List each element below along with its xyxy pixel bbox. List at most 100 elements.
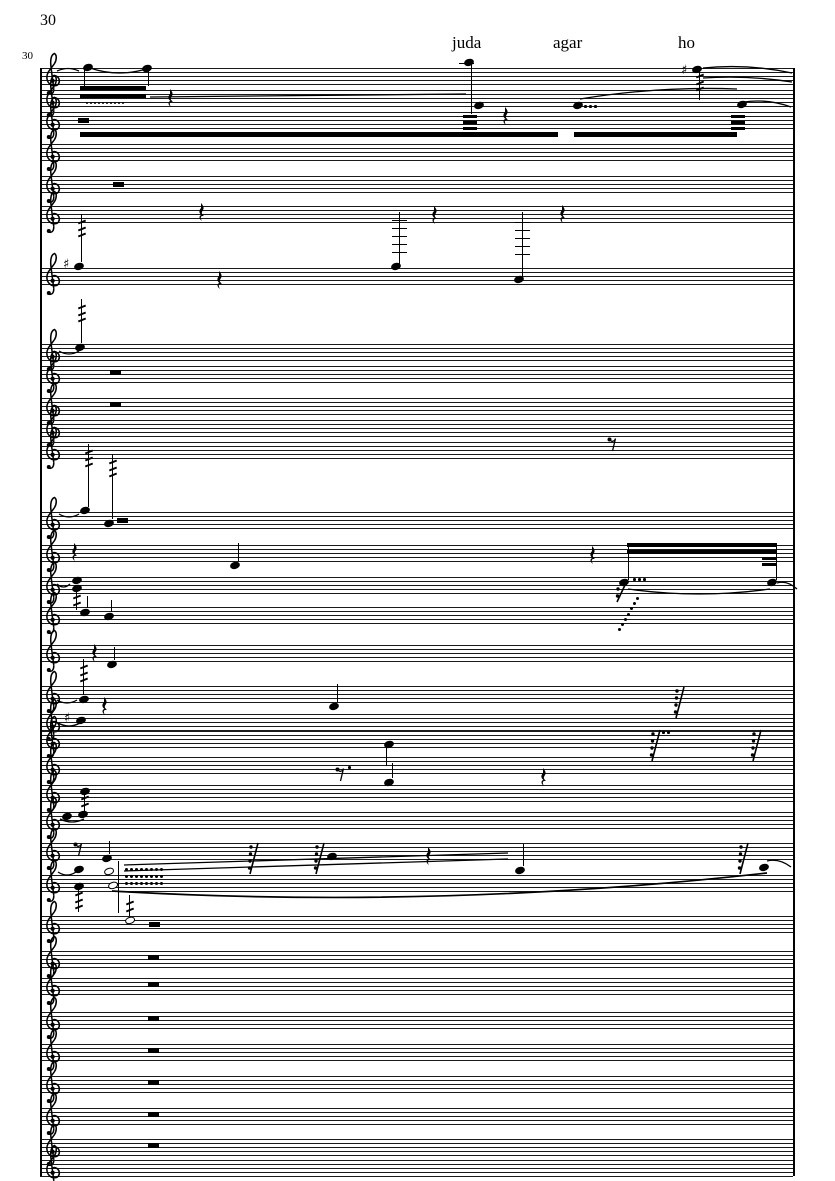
ledger-lines xyxy=(515,246,530,248)
staff-line xyxy=(40,1147,793,1148)
eighth-rest-icon xyxy=(335,767,345,782)
whole-rest-icon xyxy=(110,370,121,375)
staff-line xyxy=(40,986,793,987)
tremolo-rest-icon xyxy=(673,686,685,719)
staff-line xyxy=(40,747,793,748)
staff-line xyxy=(40,512,793,513)
ledger-lines xyxy=(392,220,407,222)
beam-stubs xyxy=(731,127,745,130)
staff-line xyxy=(40,1084,793,1085)
note-head xyxy=(390,261,402,272)
staff-line xyxy=(40,851,793,852)
augmentation-dots xyxy=(98,102,100,104)
beam-stubs xyxy=(463,115,477,118)
staff-line xyxy=(40,72,793,73)
staff-line xyxy=(40,593,793,594)
staff-line xyxy=(40,649,793,650)
note-stem xyxy=(776,545,778,580)
treble-clef-icon xyxy=(46,859,61,903)
treble-clef-icon xyxy=(46,252,61,296)
augmentation-dots xyxy=(667,731,670,734)
staff-line xyxy=(40,982,793,983)
beam-stubs xyxy=(463,121,477,124)
staff-line xyxy=(40,955,793,956)
staff-line xyxy=(40,1092,793,1093)
staff-line xyxy=(40,432,793,433)
quarter-rest-icon xyxy=(102,697,107,715)
staff-line xyxy=(40,718,793,719)
augmentation-dots xyxy=(90,102,92,104)
note-stem xyxy=(81,214,83,262)
augmentation-dots xyxy=(86,102,88,104)
staff-line xyxy=(40,879,793,880)
augmentation-dots xyxy=(140,868,143,871)
staff-line xyxy=(40,581,793,582)
tie-slur xyxy=(111,872,768,899)
augmentation-dots xyxy=(150,868,153,871)
note-stem xyxy=(386,743,388,766)
staff-line xyxy=(40,356,793,357)
note-stem xyxy=(84,68,86,86)
staff-line xyxy=(40,344,793,345)
staff-line xyxy=(40,967,793,968)
augmentation-dots xyxy=(130,882,133,885)
dotted-run xyxy=(618,628,621,632)
beam xyxy=(762,563,777,566)
staff-line xyxy=(40,214,793,215)
staff-line xyxy=(40,102,793,103)
treble-clef-icon xyxy=(46,629,61,673)
staff-line xyxy=(40,828,793,829)
staff-line xyxy=(40,553,793,554)
augmentation-dots xyxy=(633,578,636,581)
note-stem xyxy=(83,659,85,695)
sharp-accidental: ♯ xyxy=(681,63,688,78)
note-head xyxy=(736,99,748,110)
beam xyxy=(80,94,146,98)
staff-line xyxy=(40,90,793,91)
staff-line xyxy=(40,454,793,455)
tremolo-slash xyxy=(72,601,81,606)
note-head xyxy=(73,261,85,272)
augmentation-dots xyxy=(145,882,148,885)
augmentation-dots xyxy=(130,875,133,878)
lyric-syllable: ho xyxy=(678,33,695,52)
staff-line xyxy=(40,1139,793,1140)
augmentation-dots xyxy=(145,868,148,871)
tie-slur xyxy=(766,859,792,868)
augmentation-dots xyxy=(155,875,158,878)
staff-line xyxy=(40,80,793,81)
treble-clef-icon xyxy=(46,561,61,605)
beam-stubs xyxy=(463,127,477,130)
staff-line xyxy=(40,420,793,421)
staff-line xyxy=(40,206,793,207)
quarter-rest-icon xyxy=(199,203,204,221)
staff-line xyxy=(40,793,793,794)
staff-line xyxy=(40,924,793,925)
dotted-run xyxy=(627,612,630,616)
augmentation-dots xyxy=(348,766,351,769)
quarter-rest-icon xyxy=(590,546,595,564)
augmentation-dots xyxy=(110,102,112,104)
augmentation-dots xyxy=(160,882,163,885)
treble-clef-icon xyxy=(46,529,61,573)
staff-line xyxy=(40,928,793,929)
tremolo-slash xyxy=(125,907,134,912)
staff-line xyxy=(40,855,793,856)
treble-clef-icon xyxy=(46,426,61,470)
note-head xyxy=(73,864,85,875)
augmentation-dots xyxy=(145,875,148,878)
dotted-run xyxy=(630,607,633,611)
staff-line xyxy=(40,607,793,608)
treble-clef-icon xyxy=(46,935,61,979)
staff-line xyxy=(40,730,793,731)
staff-line xyxy=(40,450,793,451)
staff-line xyxy=(40,360,793,361)
staff-line xyxy=(40,1120,793,1121)
staff-line xyxy=(40,801,793,802)
staff-line xyxy=(40,272,793,273)
note-stem xyxy=(114,647,116,660)
staff-line xyxy=(40,1108,793,1109)
augmentation-dots xyxy=(118,102,120,104)
